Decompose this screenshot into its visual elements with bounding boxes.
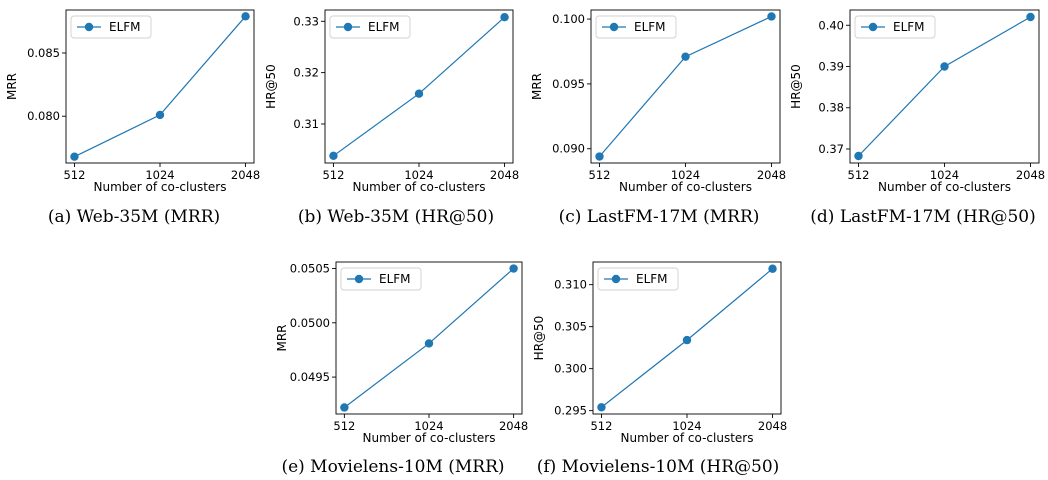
y-tick-label: 0.39 [818,59,844,73]
legend-box [595,15,677,39]
subplot-5: 512 1024 2048 0.0495 0.0500 0.0505 Number of c… [275,262,528,477]
data-point [595,152,604,161]
x-tick-label: 512 [333,419,355,433]
x-tick-label: 2048 [490,168,519,182]
data-point [329,151,338,161]
data-point [597,403,606,412]
x-tick-label: 1024 [930,168,959,182]
data-point [854,151,863,161]
legend-marker [609,22,619,32]
legend-label: ELFM [893,20,925,34]
subfigure-caption: (a) Web-35M (MRR) [48,207,220,227]
y-tick-label: 0.090 [552,142,585,156]
data-point [1026,12,1035,22]
y-tick-label: 0.095 [552,77,585,91]
legend-box [854,15,936,39]
legend-label: ELFM [634,20,666,34]
legend-box [329,15,411,39]
y-axis-label: MRR [275,324,289,351]
x-tick-label: 2048 [231,168,260,182]
y-tick-label: 0.085 [27,46,60,60]
legend-box [597,267,679,291]
y-tick-label: 0.300 [554,362,587,376]
y-tick-label: 0.0495 [290,370,330,384]
x-tick-label: 2048 [1016,168,1045,182]
x-tick-label: 512 [63,168,85,182]
x-tick-label: 1024 [672,419,701,433]
y-tick-label: 0.40 [818,18,844,32]
x-axis-label: Number of co-clusters [621,431,754,445]
data-point [768,264,777,273]
x-tick-label: 1024 [404,168,433,182]
y-tick-label: 0.305 [554,320,587,334]
x-tick-label: 2048 [758,419,787,433]
legend-marker [343,22,353,32]
x-tick-label: 1024 [145,168,174,182]
legend-box [340,267,422,291]
y-axis-label: MRR [530,73,544,100]
x-tick-label: 1024 [414,419,443,433]
legend-marker [84,22,94,32]
y-tick-label: 0.295 [554,404,587,418]
y-axis-label: HR@50 [532,316,546,361]
data-point [681,52,690,61]
data-point [682,335,692,345]
subplot-6: 512 1024 2048 0.295 0.300 0.305 0.310 Number of… [532,261,787,477]
y-tick-label: 0.080 [27,109,60,123]
data-point [940,62,949,71]
data-point [424,339,434,348]
x-tick-label: 1024 [671,168,700,182]
x-axis-label: Number of co-clusters [94,180,227,194]
data-point [241,12,250,21]
data-point [509,264,518,273]
y-tick-label: 0.37 [818,142,844,156]
subfigure-caption: (c) LastFM-17M (MRR) [559,207,760,227]
data-point [70,152,79,161]
subfigure-caption: (e) Movielens-10M (MRR) [281,457,504,477]
y-tick-label: 0.32 [293,66,319,80]
y-tick-label: 0.100 [552,12,585,26]
data-point [500,12,509,22]
subplot-4: 512 1024 2048 0.37 0.38 0.39 0.40 Number of co-… [789,9,1045,227]
legend-marker [354,274,364,284]
x-axis-label: Number of co-clusters [353,180,486,194]
subplot-2: 512 1024 2048 0.31 0.32 0.33 Number of co-clus… [264,9,519,227]
subfigure-caption: (f) Movielens-10M (HR@50) [537,457,780,477]
subplot-1: 512 1024 2048 0.080 0.085 Number of co-cluste… [5,9,260,227]
legend-label: ELFM [379,272,411,286]
x-axis-label: Number of co-clusters [619,180,752,194]
y-axis-label: MRR [5,73,19,100]
x-axis-label: Number of co-clusters [363,431,496,445]
y-tick-label: 0.0500 [290,316,330,330]
y-axis-label: HR@50 [789,64,803,109]
legend-marker [868,22,878,32]
y-tick-label: 0.310 [554,278,587,292]
x-tick-label: 512 [848,168,870,182]
y-tick-label: 0.33 [293,14,319,28]
legend-label: ELFM [368,20,400,34]
subplot-3: 512 1024 2048 0.090 0.095 0.100 Number of co-c… [530,9,786,227]
data-point [767,12,776,21]
subfigure-caption: (b) Web-35M (HR@50) [298,207,494,227]
x-tick-label: 512 [590,419,612,433]
y-tick-label: 0.31 [293,117,319,131]
legend-marker [611,274,621,284]
legend-label: ELFM [109,20,141,34]
x-tick-label: 2048 [499,419,528,433]
data-point [414,89,424,98]
x-axis-label: Number of co-clusters [878,180,1011,194]
subfigure-caption: (d) LastFM-17M (HR@50) [810,207,1035,227]
y-axis-label: HR@50 [264,64,278,109]
data-point [340,403,349,412]
legend-label: ELFM [636,272,668,286]
x-tick-label: 2048 [757,168,786,182]
y-tick-label: 0.0505 [290,262,330,276]
legend-box [70,15,152,39]
x-tick-label: 512 [589,168,611,182]
y-tick-label: 0.38 [818,101,844,115]
x-tick-label: 512 [322,168,344,182]
data-point [155,110,165,120]
